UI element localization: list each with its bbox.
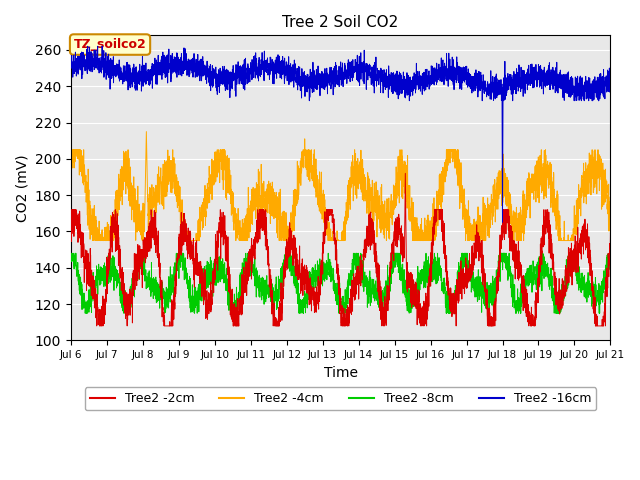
Title: Tree 2 Soil CO2: Tree 2 Soil CO2 [282,15,399,30]
Text: TZ_soilco2: TZ_soilco2 [74,38,147,51]
Y-axis label: CO2 (mV): CO2 (mV) [15,154,29,222]
Legend: Tree2 -2cm, Tree2 -4cm, Tree2 -8cm, Tree2 -16cm: Tree2 -2cm, Tree2 -4cm, Tree2 -8cm, Tree… [85,387,596,410]
X-axis label: Time: Time [324,366,358,380]
